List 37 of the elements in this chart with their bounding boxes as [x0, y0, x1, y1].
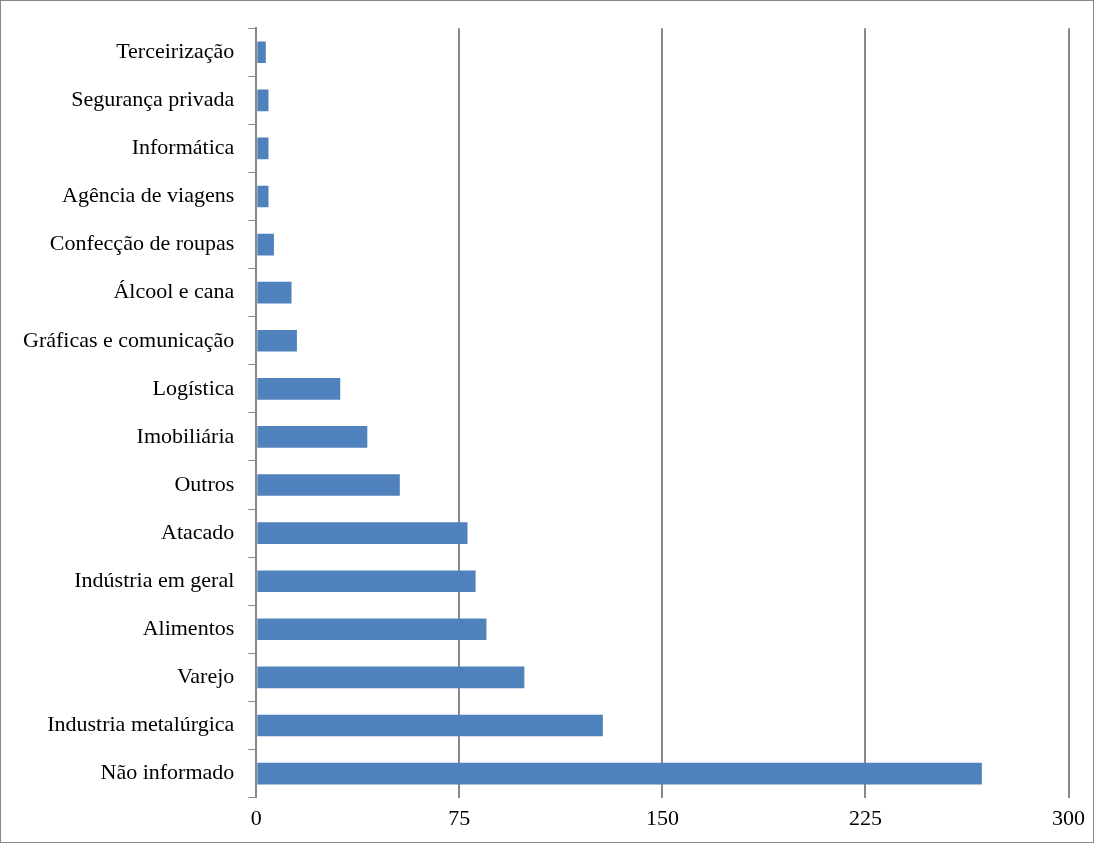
y-tick-label: Imobiliária: [136, 422, 235, 448]
bar: [257, 233, 274, 256]
y-tick-label: Gráficas e comunicação: [22, 326, 235, 352]
bar: [257, 762, 982, 785]
y-tick-label: Logística: [152, 374, 235, 400]
bar: [257, 185, 269, 208]
bar: [257, 137, 269, 160]
bar: [257, 474, 400, 496]
y-tick-label: Varejo: [176, 663, 235, 689]
y-tick-label: Outros: [174, 470, 235, 496]
y-tick-label: Indústria em geral: [74, 566, 235, 592]
bar: [257, 281, 292, 304]
y-tick-label: Confecção de roupas: [49, 230, 235, 256]
x-tick-label: 150: [645, 804, 679, 830]
bar: [257, 570, 476, 593]
bar: [257, 522, 468, 544]
bar: [257, 378, 341, 400]
bar: [257, 426, 368, 448]
bar: [257, 714, 603, 737]
y-tick-label: Agência de viagens: [62, 182, 235, 208]
x-tick-label: 0: [250, 804, 262, 830]
y-tick-label: Não informado: [100, 759, 235, 785]
y-tick-label: Informática: [131, 134, 235, 160]
y-tick-label: Álcool e cana: [113, 278, 235, 304]
y-tick-label: Segurança privada: [71, 86, 235, 112]
x-tick-label: 225: [848, 804, 882, 830]
bar: [257, 618, 487, 641]
x-tick-label: 300: [1052, 804, 1085, 830]
bar: [257, 666, 525, 689]
x-tick-label: 75: [448, 804, 471, 830]
y-tick-label: Atacado: [161, 518, 235, 544]
bar: [257, 329, 297, 352]
y-tick-label: Terceirização: [116, 38, 235, 64]
y-tick-label: Industria metalúrgica: [47, 711, 235, 737]
y-tick-label: Alimentos: [142, 615, 235, 641]
bar: [257, 41, 266, 64]
bar: [257, 89, 269, 112]
